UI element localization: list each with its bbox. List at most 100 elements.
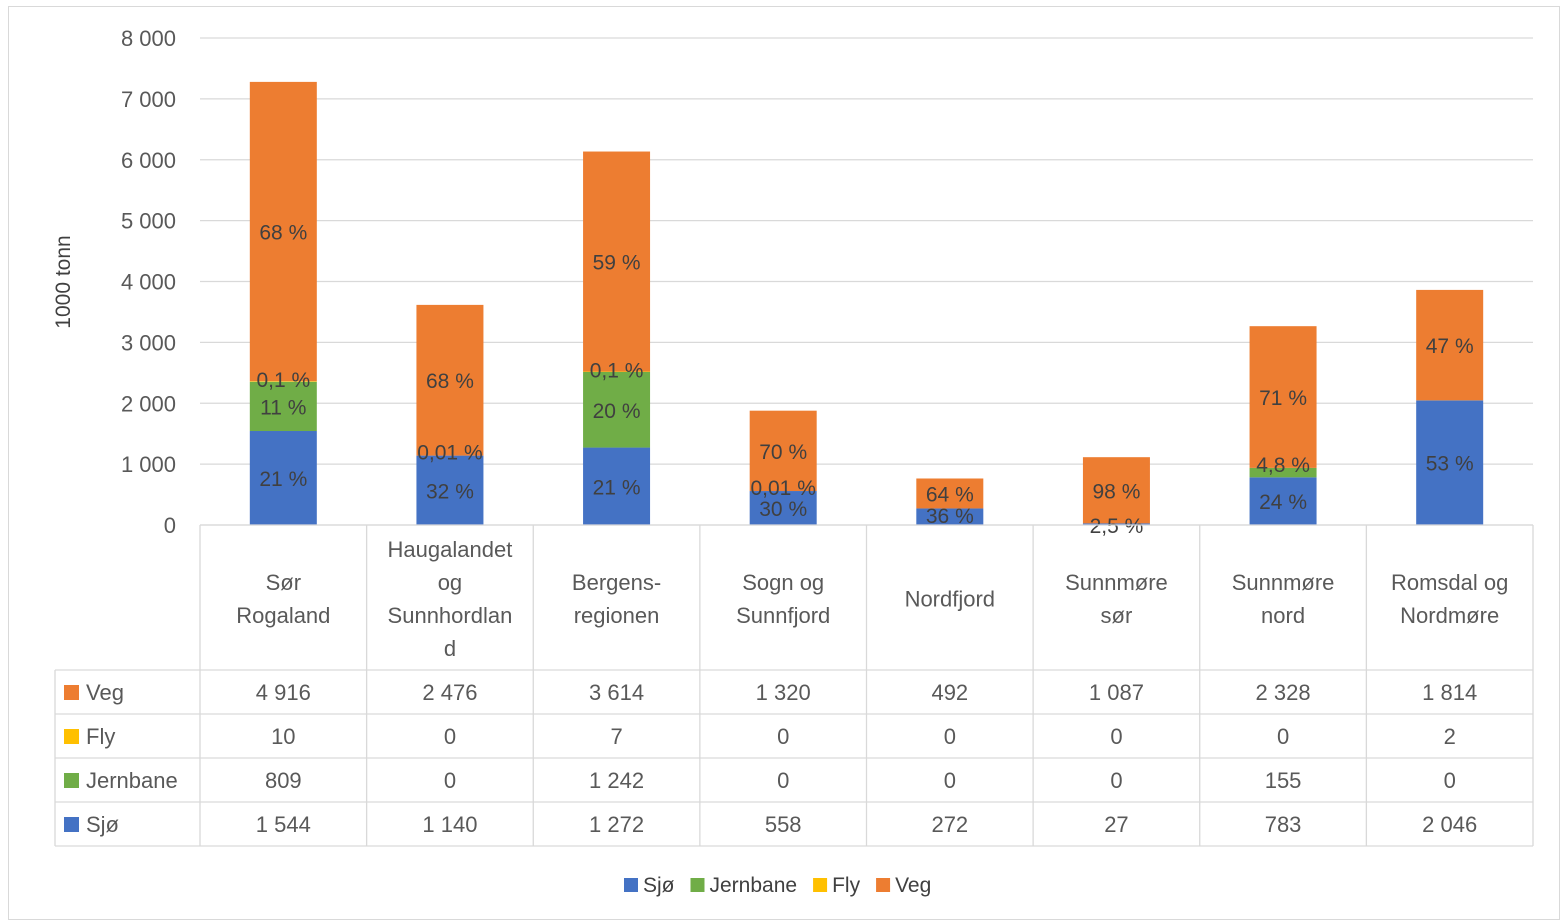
category-label: regionen	[574, 603, 660, 628]
data-label-veg: 68 %	[426, 370, 474, 393]
data-label-fly: 0,1 %	[590, 360, 644, 383]
legend-key	[624, 878, 638, 892]
data-table: Sør Rogaland Haugalandet og Sunnhordlan d Berg…	[54, 524, 1534, 847]
table-cell: 27	[1104, 812, 1128, 837]
legend: Sjø Jernbane Fly Veg	[624, 874, 931, 897]
bar-sjø	[749, 491, 817, 525]
table-cell: 1 140	[422, 812, 477, 837]
data-label-fly: 0,1 %	[256, 369, 310, 392]
table-series-label: Veg	[86, 680, 124, 705]
legend-label: Sjø	[643, 874, 675, 897]
category-label: Nordfjord	[905, 587, 995, 612]
bar-sjø	[1082, 523, 1150, 525]
table-cell: 0	[944, 724, 956, 749]
table-cell: 0	[444, 768, 456, 793]
data-label-veg: 47 %	[1426, 335, 1474, 358]
category-label: d	[444, 636, 456, 661]
y-tick-label: 2 000	[121, 391, 176, 416]
category-label: Bergens-	[572, 570, 661, 595]
data-label-jernbane: 11 %	[260, 396, 306, 419]
table-cell: 1 544	[256, 812, 311, 837]
bar-sjø	[916, 508, 984, 525]
table-series-label: Sjø	[86, 812, 119, 837]
category-label: Romsdal og	[1391, 570, 1508, 595]
table-legend-key	[64, 729, 79, 744]
bar-sjø	[583, 447, 651, 525]
y-tick-label: 6 000	[121, 148, 176, 173]
table-cell: 0	[1110, 768, 1122, 793]
y-tick-label: 8 000	[121, 26, 176, 51]
legend-key	[876, 878, 891, 892]
table-cell: 4 916	[256, 680, 311, 705]
bar-jernbane	[583, 371, 651, 448]
bar-veg	[916, 478, 984, 509]
bar-sjø	[1249, 477, 1317, 525]
y-tick-label: 7 000	[121, 87, 176, 112]
category-label: Haugalandet	[388, 537, 513, 562]
data-label-jernbane: 4,8 %	[1256, 454, 1310, 477]
category-label: Nordmøre	[1400, 603, 1499, 628]
table-cell: 155	[1265, 768, 1302, 793]
bar-veg	[583, 151, 651, 372]
data-label-veg: 71 %	[1259, 387, 1307, 410]
legend-label: Fly	[832, 874, 860, 897]
table-series-label: Jernbane	[86, 768, 178, 793]
table-cell: 783	[1265, 812, 1302, 837]
data-labels: 68 % 21 % 11 % 0,1 % 68 % 32 % 0,01 % 59 % 21 % 2…	[256, 222, 1473, 538]
bar-veg	[1416, 289, 1484, 401]
bar-veg	[1082, 457, 1150, 524]
table-cell: 0	[444, 724, 456, 749]
data-label-sjo: 21 %	[593, 476, 641, 499]
gridlines	[200, 37, 1533, 526]
data-label-veg: 59 %	[593, 252, 641, 275]
category-label: og	[438, 570, 462, 595]
table-legend-key	[64, 817, 79, 832]
table-cell: 558	[765, 812, 802, 837]
table-cell: 2 476	[422, 680, 477, 705]
legend-label: Jernbane	[710, 874, 798, 897]
data-label-sjo: 32 %	[426, 480, 474, 503]
table-cell: 0	[1110, 724, 1122, 749]
data-label-sjo: 2,5 %	[1090, 515, 1144, 538]
table-cell: 0	[1444, 768, 1456, 793]
category-label: Sunnfjord	[736, 603, 830, 628]
table-series-label: Fly	[86, 724, 115, 749]
bar-veg	[249, 81, 317, 382]
category-label: nord	[1261, 603, 1305, 628]
legend-key	[813, 878, 828, 892]
y-tick-label: 1 000	[121, 452, 176, 477]
table-cell: 1 242	[589, 768, 644, 793]
bar-veg	[1249, 326, 1317, 468]
table-legend-key	[64, 685, 79, 700]
table-cell: 10	[271, 724, 295, 749]
bar-sjø	[416, 455, 484, 525]
y-tick-label: 4 000	[121, 270, 176, 295]
table-cell: 2 328	[1256, 680, 1311, 705]
y-axis: 0 1 000 2 000 3 000 4 000 5 000 6 000 7 000 8 00…	[121, 26, 176, 538]
table-cell: 1 272	[589, 812, 644, 837]
table-cell: 492	[931, 680, 968, 705]
table-cell: 272	[931, 812, 968, 837]
table-cell: 2 046	[1422, 812, 1477, 837]
table-cell: 0	[777, 724, 789, 749]
table-legend-key	[64, 773, 79, 788]
bars	[249, 81, 1484, 525]
data-label-fly: 0,01 %	[750, 477, 815, 500]
bar-sjø	[249, 431, 317, 525]
y-tick-label: 0	[164, 513, 176, 538]
data-label-jernbane: 20 %	[593, 400, 641, 423]
category-label: Sogn og	[742, 570, 824, 595]
data-label-fly: 0,01 %	[417, 442, 482, 465]
data-label-veg: 68 %	[259, 222, 307, 245]
table-cell: 0	[777, 768, 789, 793]
category-label: sør	[1101, 603, 1133, 628]
table-cell: 7	[610, 724, 622, 749]
category-label: Sør	[266, 570, 301, 595]
category-label: Sunnmøre	[1065, 570, 1168, 595]
y-tick-label: 3 000	[121, 330, 176, 355]
table-cell: 0	[944, 768, 956, 793]
data-label-sjo: 30 %	[759, 498, 807, 521]
data-label-sjo: 21 %	[259, 468, 307, 491]
bar-sjø	[1416, 400, 1484, 525]
